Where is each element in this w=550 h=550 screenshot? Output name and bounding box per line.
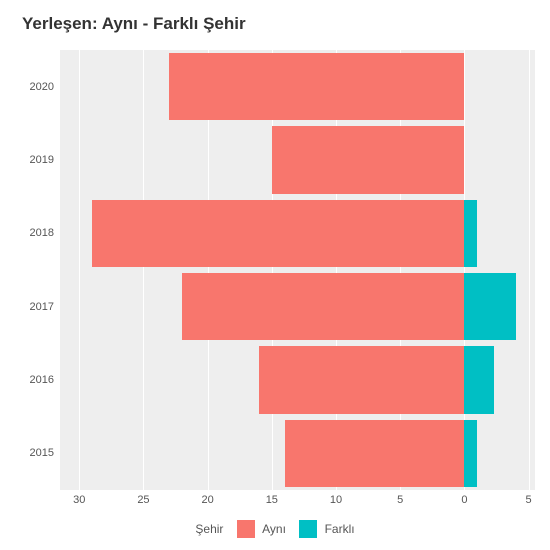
x-tick-label: 10 bbox=[330, 490, 342, 506]
x-tick-label: 30 bbox=[73, 490, 85, 506]
plot-area: 3025201510505201520162017201820192020 bbox=[60, 50, 535, 490]
bar-ayni bbox=[259, 346, 464, 413]
x-tick-label: 0 bbox=[461, 490, 467, 506]
x-tick-label: 20 bbox=[202, 490, 214, 506]
x-tick-label: 25 bbox=[137, 490, 149, 506]
y-tick-label: 2019 bbox=[30, 154, 60, 166]
y-tick-label: 2016 bbox=[30, 374, 60, 386]
chart-title: Yerleşen: Aynı - Farklı Şehir bbox=[22, 14, 246, 34]
bar-farkli bbox=[464, 273, 515, 340]
bar-farkli bbox=[464, 346, 494, 413]
bar-ayni bbox=[182, 273, 464, 340]
bar-ayni bbox=[285, 420, 465, 487]
legend-label: Farklı bbox=[325, 522, 355, 536]
grid-line bbox=[79, 50, 80, 490]
bar-farkli bbox=[464, 420, 477, 487]
grid-line bbox=[529, 50, 530, 490]
legend-label: Aynı bbox=[262, 522, 286, 536]
bar-ayni bbox=[92, 200, 464, 267]
y-tick-label: 2017 bbox=[30, 301, 60, 313]
x-tick-label: 15 bbox=[266, 490, 278, 506]
x-tick-label: 5 bbox=[397, 490, 403, 506]
legend-title: Şehir bbox=[195, 522, 223, 536]
x-tick-label: 5 bbox=[526, 490, 532, 506]
y-tick-label: 2015 bbox=[30, 447, 60, 459]
bar-ayni bbox=[169, 53, 464, 120]
bar-farkli bbox=[464, 200, 477, 267]
y-tick-label: 2018 bbox=[30, 227, 60, 239]
grid-line bbox=[143, 50, 144, 490]
bar-ayni bbox=[272, 126, 465, 193]
y-tick-label: 2020 bbox=[30, 81, 60, 93]
legend-swatch-farkli bbox=[299, 520, 317, 538]
legend: Şehir Aynı Farklı bbox=[0, 520, 550, 538]
legend-swatch-ayni bbox=[237, 520, 255, 538]
